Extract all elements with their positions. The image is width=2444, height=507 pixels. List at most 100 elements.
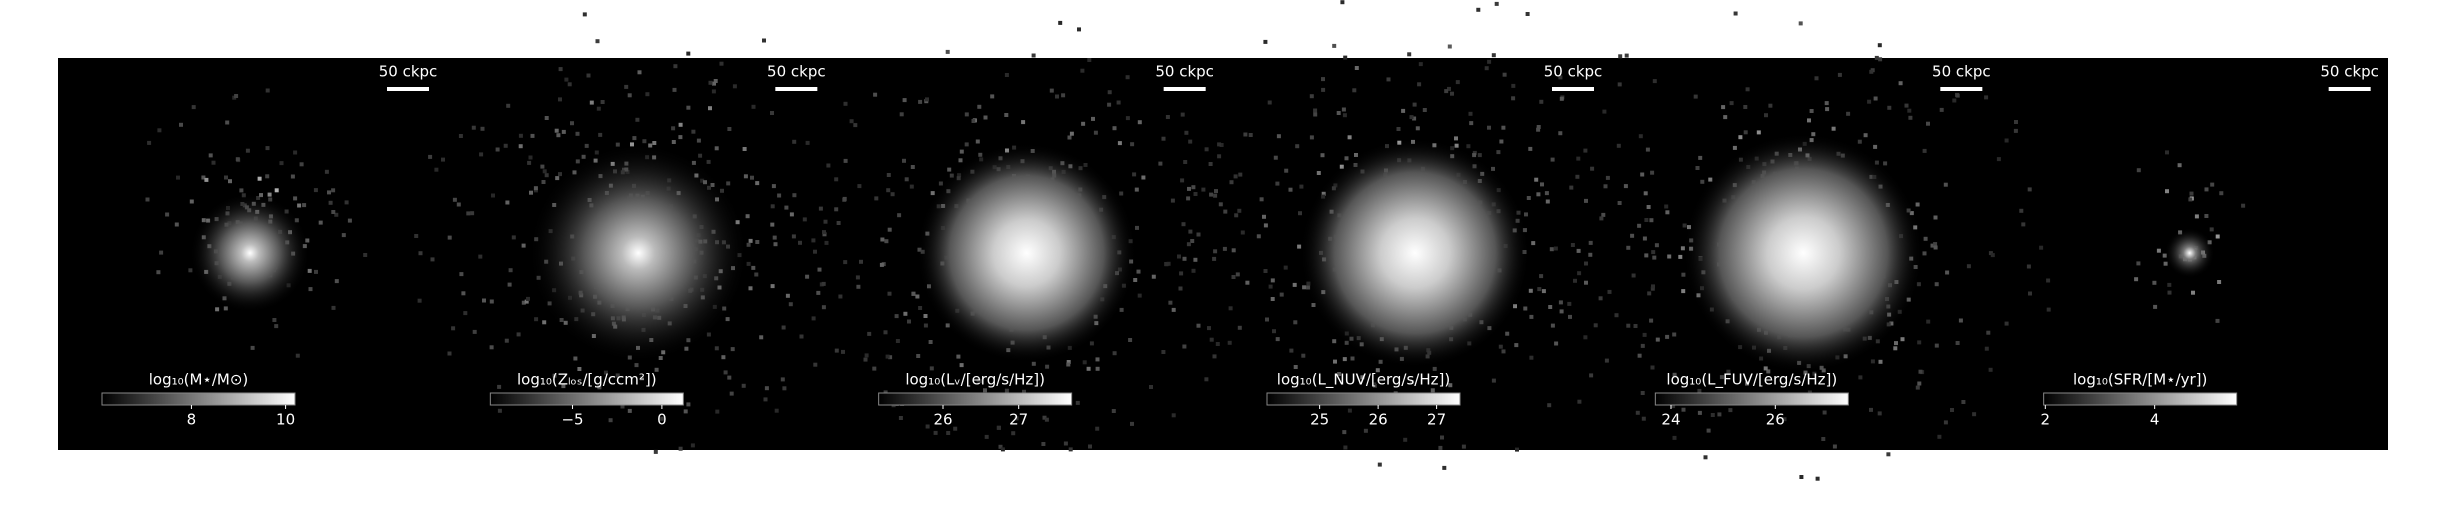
pixel [1343, 445, 1348, 450]
pixel [907, 319, 911, 324]
galaxy-core [528, 143, 749, 363]
pixel [324, 169, 329, 174]
pixel [1336, 111, 1341, 115]
pixel [482, 298, 486, 303]
colorbar-tick-label: 24 [1661, 411, 1680, 429]
scale-bar [2328, 87, 2371, 91]
pixel [430, 257, 435, 262]
pixel [811, 238, 816, 243]
pixel [1188, 139, 1193, 144]
pixel [1877, 43, 1882, 48]
pixel [821, 305, 826, 310]
pixel [1181, 222, 1186, 227]
pixel [2217, 280, 2222, 284]
pixel [1863, 133, 1868, 138]
pixel [1238, 172, 1243, 177]
pixel [1045, 364, 1050, 369]
pixel [1933, 215, 1938, 220]
colorbar [489, 392, 684, 406]
pixel [2194, 214, 2199, 219]
pixel [712, 81, 716, 86]
pixel [2210, 182, 2215, 187]
pixel [1049, 88, 1054, 93]
pixel [888, 355, 893, 360]
pixel [873, 92, 878, 97]
pixel [1602, 109, 1607, 114]
pixel [1524, 212, 1528, 217]
pixel [975, 139, 980, 144]
pixel [1415, 126, 1420, 131]
pixel [1945, 270, 1950, 275]
pixel [2136, 261, 2141, 266]
pixel [542, 169, 547, 174]
pixel [1069, 131, 1074, 136]
pixel [558, 172, 562, 177]
pixel [417, 298, 422, 303]
pixel [1440, 435, 1444, 440]
pixel [1680, 246, 1685, 251]
pixel [686, 105, 691, 110]
pixel [1208, 162, 1213, 166]
pixel [1623, 184, 1628, 189]
pixel [516, 332, 521, 337]
pixel [673, 64, 678, 69]
pixel [1637, 353, 1642, 358]
pixel [732, 84, 737, 89]
pixel [1926, 319, 1931, 324]
pixel [1930, 243, 1935, 248]
pixel [2204, 214, 2209, 218]
pixel [1590, 166, 1595, 171]
pixel [1583, 335, 1588, 340]
pixel [1438, 445, 1443, 450]
pixel [1607, 289, 1612, 294]
pixel [1986, 330, 1991, 335]
pixel [1537, 287, 1542, 292]
pixel [1558, 131, 1563, 136]
pixel [1130, 421, 1134, 426]
pixel [267, 192, 272, 197]
pixel [911, 291, 916, 296]
pixel [1996, 157, 2001, 162]
pixel [998, 444, 1003, 449]
pixel [1095, 426, 1100, 431]
pixel [318, 220, 323, 225]
pixel [1922, 148, 1927, 153]
pixel [1149, 385, 1153, 389]
pixel [1313, 112, 1318, 117]
pixel [1756, 130, 1761, 135]
pixel [634, 363, 639, 368]
pixel [762, 38, 766, 43]
pixel [836, 221, 841, 225]
pixel [1284, 168, 1289, 173]
pixel [867, 331, 872, 336]
pixel [1698, 155, 1703, 160]
pixel [544, 173, 549, 178]
pixel [2028, 291, 2032, 296]
pixel [1617, 201, 1622, 205]
pixel [2167, 290, 2172, 295]
pixel [742, 147, 747, 151]
pixel [1635, 410, 1640, 415]
pixel [1603, 184, 1608, 189]
pixel [293, 150, 298, 155]
pixel [1237, 325, 1242, 330]
pixel [1472, 150, 1477, 155]
pixel [1268, 284, 1273, 289]
pixel [811, 316, 816, 321]
pixel [1191, 268, 1196, 273]
pixel [441, 157, 445, 162]
pixel [1293, 320, 1298, 325]
pixel [1377, 462, 1382, 467]
pixel [1233, 174, 1238, 179]
pixel [1298, 211, 1302, 216]
pixel [843, 260, 848, 265]
pixel [1343, 55, 1348, 60]
pixel [1332, 43, 1337, 48]
pixel [363, 253, 368, 257]
pixel [235, 157, 240, 162]
pixel [903, 311, 908, 316]
pixel [799, 334, 804, 339]
pixel [1501, 125, 1506, 130]
pixel [461, 291, 466, 296]
pixel [1193, 192, 1198, 196]
